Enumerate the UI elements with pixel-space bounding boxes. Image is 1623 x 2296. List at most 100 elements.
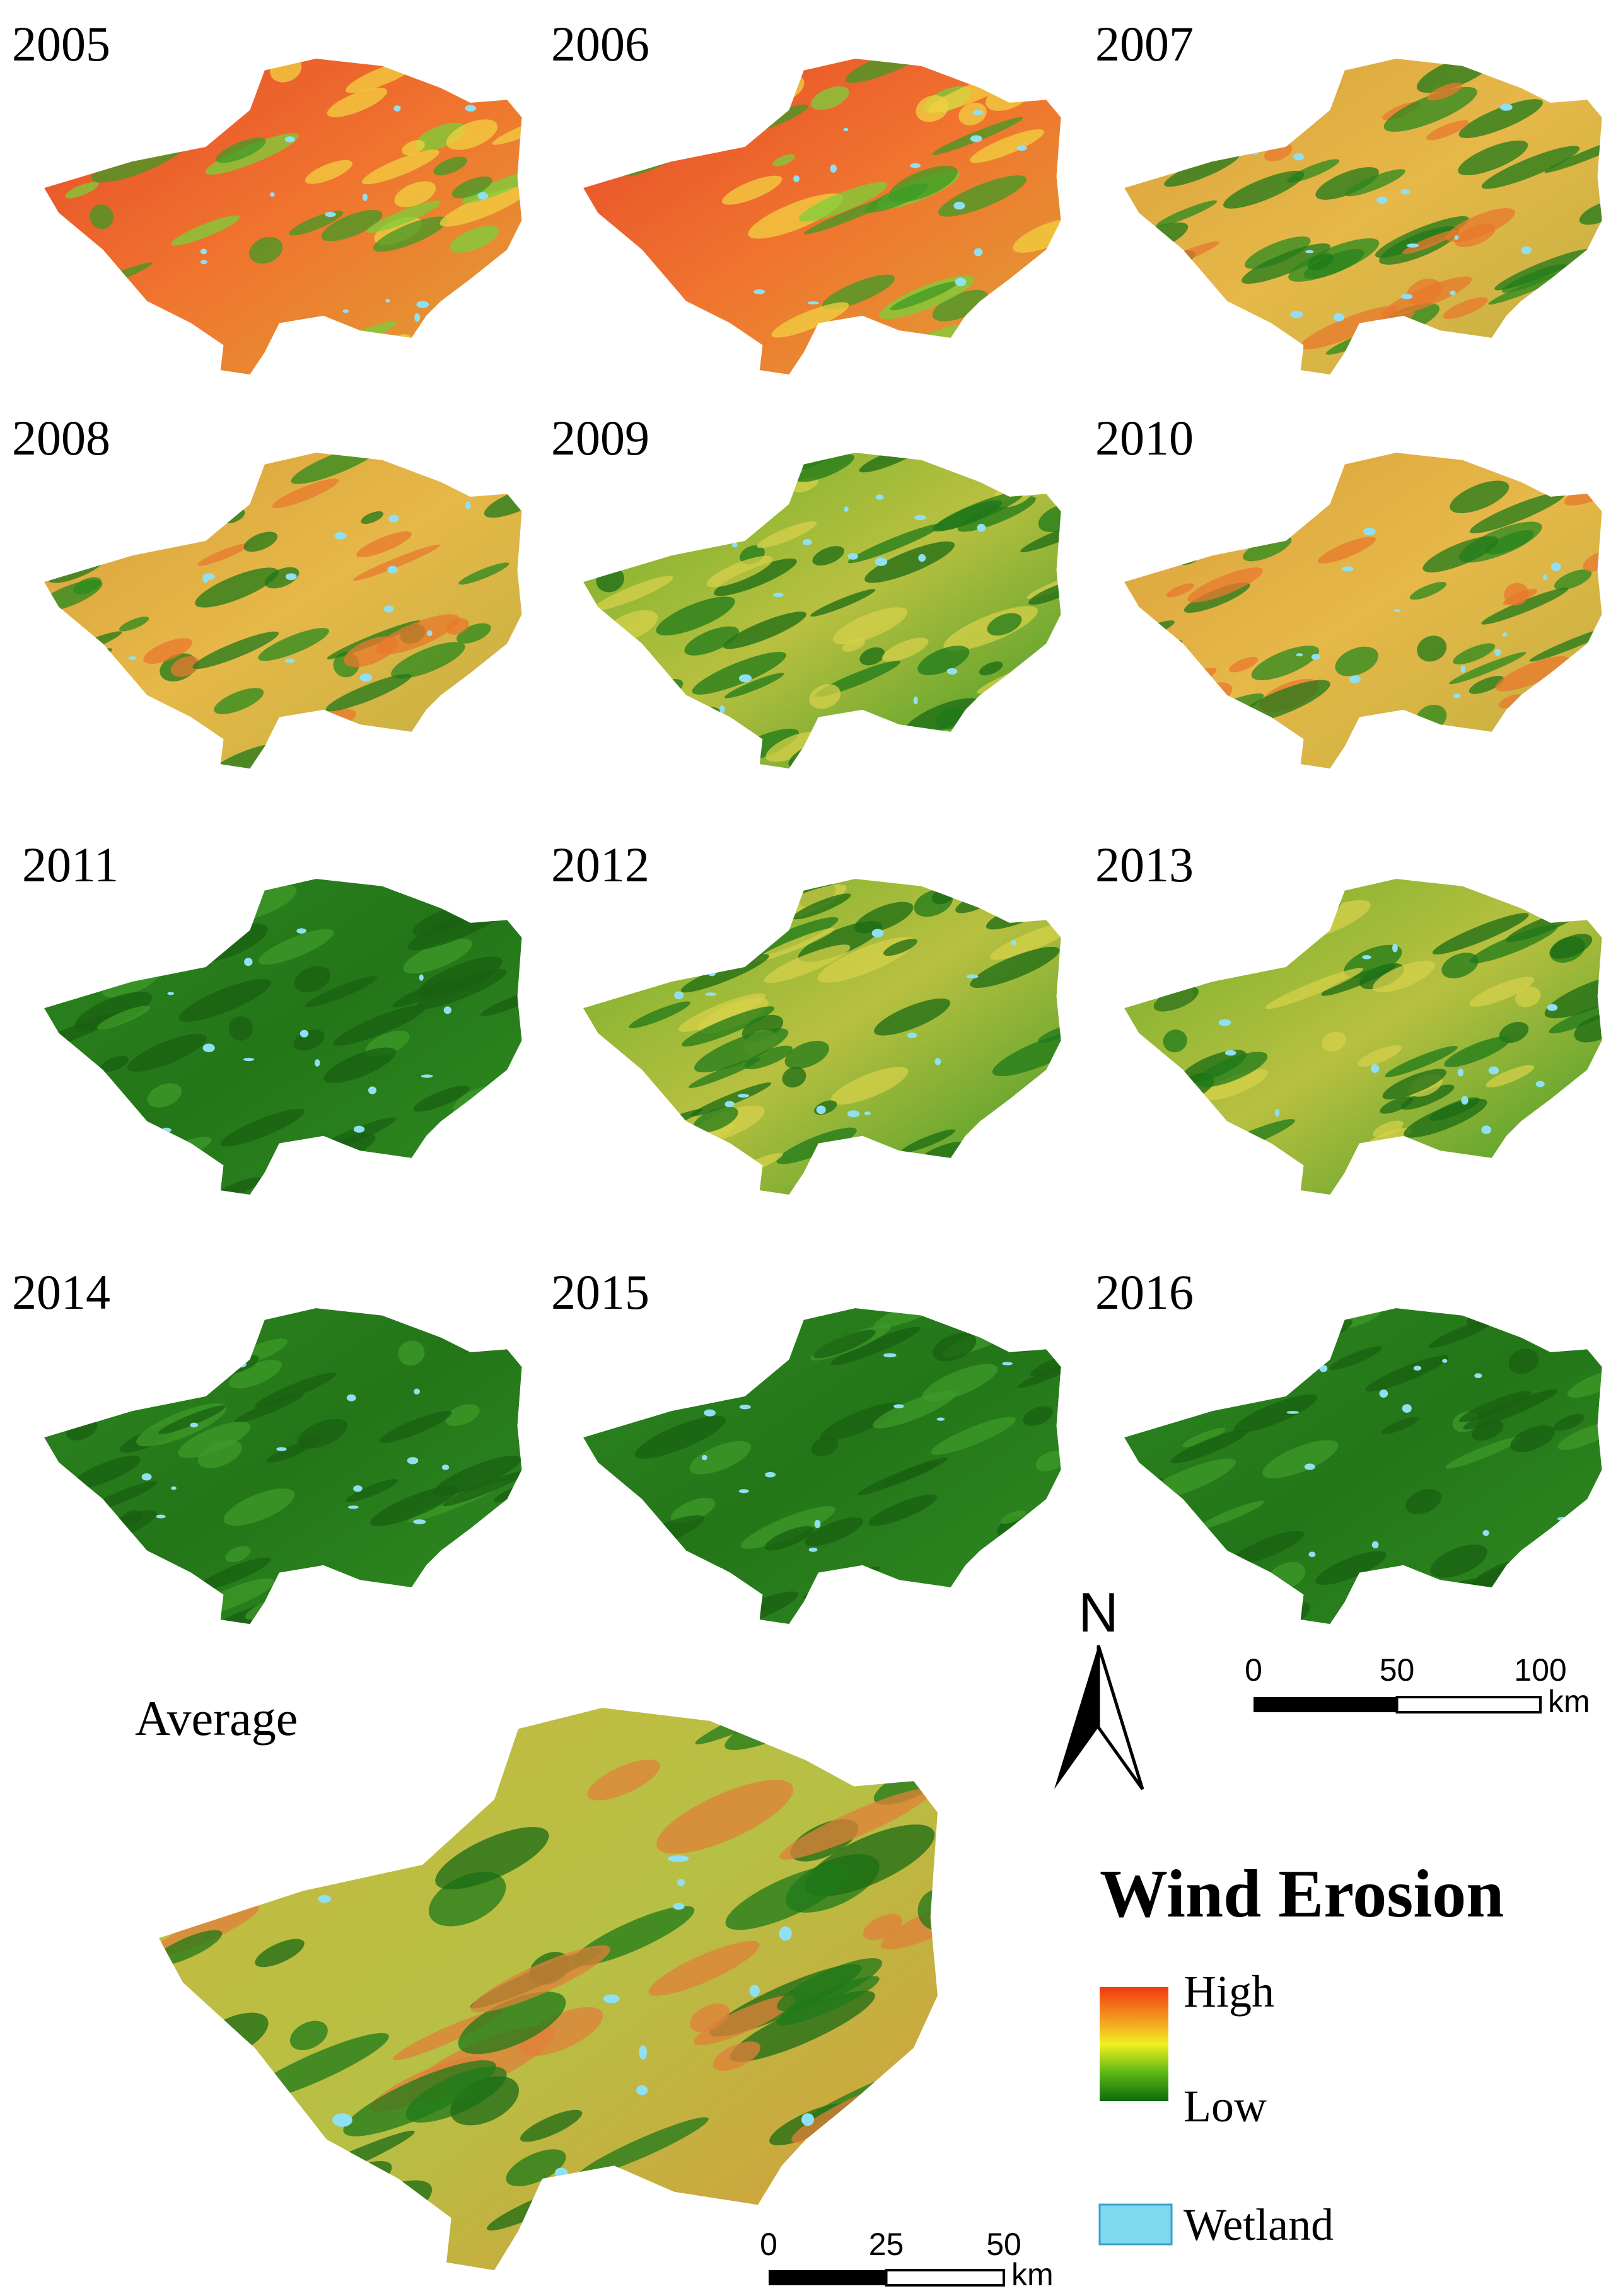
map-texture (1358, 1045, 1402, 1067)
map-texture (159, 1793, 269, 1853)
wetland-patch (802, 539, 812, 545)
wetland-patch (673, 991, 684, 1000)
map-texture (970, 129, 1045, 163)
map-texture (1129, 252, 1185, 277)
map-texture (325, 673, 412, 712)
map-texture (1567, 1369, 1602, 1398)
wetland-patch (719, 705, 725, 714)
map-texture (1430, 1545, 1487, 1578)
map-texture (1446, 208, 1516, 242)
wetland-patch (801, 2113, 815, 2126)
wetland-patch (158, 514, 166, 523)
panel-year: 2005 (12, 16, 110, 71)
map-texture (1382, 1069, 1447, 1099)
map-texture (1533, 728, 1580, 753)
map-texture (1141, 714, 1187, 736)
map-texture (106, 1168, 196, 1195)
map-texture (688, 1057, 761, 1088)
map-texture (1156, 518, 1229, 552)
wetland-patch (816, 1105, 826, 1115)
map-texture (320, 2180, 433, 2243)
map-texture (1001, 1510, 1027, 1524)
map-texture (779, 1788, 933, 1860)
wetland-patch (953, 201, 965, 210)
north-arrow-left (1054, 1645, 1098, 1789)
map-texture (583, 1053, 622, 1080)
map-texture (627, 732, 680, 760)
wetland-patch (918, 554, 926, 562)
wetland-patch (1453, 693, 1461, 699)
wetland-patch (680, 937, 691, 943)
wetland-patch (883, 1353, 897, 1358)
map-texture (178, 1422, 251, 1458)
map-texture (248, 236, 283, 264)
map-texture (1132, 668, 1217, 705)
wetland-patch (1333, 313, 1345, 322)
wetland-patch (416, 301, 429, 308)
wetland-patch (830, 164, 837, 173)
scale-tick-label: 50 (986, 2227, 1021, 2262)
map-texture (1184, 693, 1264, 729)
map-texture (265, 567, 300, 589)
wetland-patch (141, 1473, 152, 1481)
map-texture (1567, 1601, 1602, 1625)
map-texture (413, 1085, 470, 1112)
map-texture (792, 893, 851, 920)
map-texture (366, 200, 441, 233)
wetland-patch (1547, 1004, 1558, 1011)
map-texture (159, 1882, 192, 1920)
wetland-patch (737, 1094, 750, 1098)
map-texture (214, 688, 264, 714)
map-texture (998, 1578, 1061, 1618)
map-texture (429, 1169, 483, 1193)
map-texture (1495, 656, 1569, 692)
map-texture (1166, 507, 1259, 549)
map-texture (71, 475, 96, 496)
map-texture (1544, 132, 1602, 173)
map-texture (1124, 666, 1197, 714)
map-texture (619, 1108, 703, 1144)
map-base (44, 453, 522, 769)
map-texture (202, 1772, 262, 1821)
wetland-patch (1406, 243, 1419, 248)
map-texture (506, 2149, 566, 2186)
wetland-patch (156, 1514, 166, 1519)
wetland-patch (793, 175, 800, 182)
map-texture (1381, 1417, 1419, 1435)
map-texture (1288, 238, 1380, 282)
map-texture (460, 64, 510, 89)
scale-unit: km (1548, 1684, 1590, 1719)
map-texture (428, 1156, 496, 1192)
map-texture (446, 119, 498, 150)
map-texture (1023, 1406, 1053, 1426)
map-texture (1383, 86, 1477, 132)
wetland-patch (779, 1926, 792, 1941)
wetland-patch (1362, 954, 1371, 960)
map-texture (1182, 1427, 1226, 1447)
map-texture (1463, 1389, 1558, 1430)
map-texture (388, 351, 448, 375)
map-texture (1510, 1425, 1555, 1452)
map-texture (777, 1957, 883, 2012)
map-texture (258, 628, 329, 661)
wetland-patch (202, 573, 215, 581)
map-texture (446, 453, 522, 478)
wetland-patch (844, 506, 849, 512)
map-texture (451, 176, 492, 199)
map-texture (428, 325, 518, 368)
map-texture (144, 1137, 212, 1168)
map-texture (1233, 1394, 1317, 1433)
panel-year: 2006 (551, 16, 649, 71)
wetland-patch (414, 313, 421, 322)
map-texture (619, 932, 693, 970)
map-texture (385, 1589, 414, 1609)
map-texture (916, 95, 949, 122)
map-texture (445, 1404, 480, 1427)
wetland-patch (864, 1111, 871, 1116)
map-texture (1385, 1046, 1458, 1077)
map-texture (732, 69, 781, 100)
map-texture (302, 1572, 337, 1591)
map-texture (490, 1135, 517, 1150)
wetland-patch (387, 565, 398, 574)
